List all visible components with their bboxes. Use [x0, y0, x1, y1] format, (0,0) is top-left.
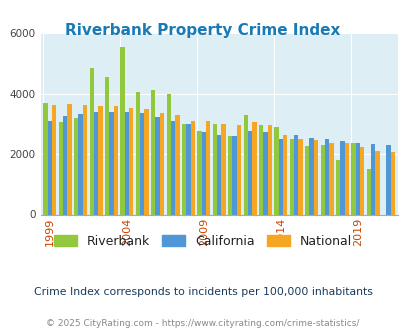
Bar — [109, 112, 113, 214]
Bar — [350, 143, 355, 214]
Bar — [59, 122, 63, 214]
Bar — [243, 115, 247, 214]
Bar — [120, 47, 124, 214]
Bar — [289, 139, 293, 214]
Bar — [197, 131, 201, 214]
Bar — [274, 127, 278, 214]
Bar — [258, 125, 262, 214]
Bar — [205, 121, 210, 214]
Bar — [151, 90, 155, 214]
Bar — [83, 105, 87, 214]
Bar — [309, 138, 313, 214]
Bar — [186, 124, 190, 214]
Bar — [144, 109, 148, 214]
Bar — [181, 124, 186, 214]
Bar — [228, 136, 232, 214]
Bar — [335, 160, 339, 214]
Bar — [105, 78, 109, 214]
Bar — [166, 93, 171, 214]
Bar — [221, 124, 225, 214]
Bar — [339, 141, 344, 214]
Bar — [366, 169, 370, 214]
Bar — [324, 140, 328, 214]
Bar — [171, 121, 175, 214]
Bar — [78, 114, 83, 214]
Bar — [74, 118, 78, 214]
Bar — [232, 137, 236, 214]
Bar — [344, 143, 348, 214]
Bar — [98, 106, 102, 214]
Bar — [217, 135, 221, 214]
Bar — [113, 106, 117, 214]
Bar — [236, 125, 241, 214]
Bar — [129, 108, 133, 214]
Bar — [355, 143, 359, 214]
Text: Riverbank Property Crime Index: Riverbank Property Crime Index — [65, 23, 340, 38]
Bar — [247, 131, 252, 214]
Bar — [278, 140, 282, 214]
Bar — [52, 105, 56, 214]
Bar — [313, 140, 318, 214]
Bar — [47, 121, 52, 214]
Legend: Riverbank, California, National: Riverbank, California, National — [49, 230, 356, 253]
Bar — [160, 113, 164, 214]
Bar — [90, 68, 94, 214]
Bar — [386, 145, 390, 214]
Bar — [298, 139, 302, 214]
Text: Crime Index corresponds to incidents per 100,000 inhabitants: Crime Index corresponds to incidents per… — [34, 287, 371, 297]
Bar — [293, 135, 298, 214]
Bar — [390, 151, 394, 214]
Text: © 2025 CityRating.com - https://www.cityrating.com/crime-statistics/: © 2025 CityRating.com - https://www.city… — [46, 319, 359, 328]
Bar — [305, 147, 309, 214]
Bar — [359, 147, 363, 214]
Bar — [63, 116, 67, 214]
Bar — [140, 113, 144, 214]
Bar — [267, 125, 271, 214]
Bar — [190, 121, 194, 214]
Bar — [201, 132, 205, 214]
Bar — [282, 135, 287, 214]
Bar — [94, 112, 98, 214]
Bar — [67, 104, 72, 214]
Bar — [320, 145, 324, 214]
Bar — [135, 92, 140, 214]
Bar — [328, 143, 333, 214]
Bar — [262, 132, 267, 214]
Bar — [252, 122, 256, 214]
Bar — [212, 124, 217, 214]
Bar — [370, 144, 375, 214]
Bar — [124, 112, 129, 214]
Bar — [175, 115, 179, 214]
Bar — [155, 117, 160, 214]
Bar — [43, 103, 47, 214]
Bar — [375, 151, 379, 214]
